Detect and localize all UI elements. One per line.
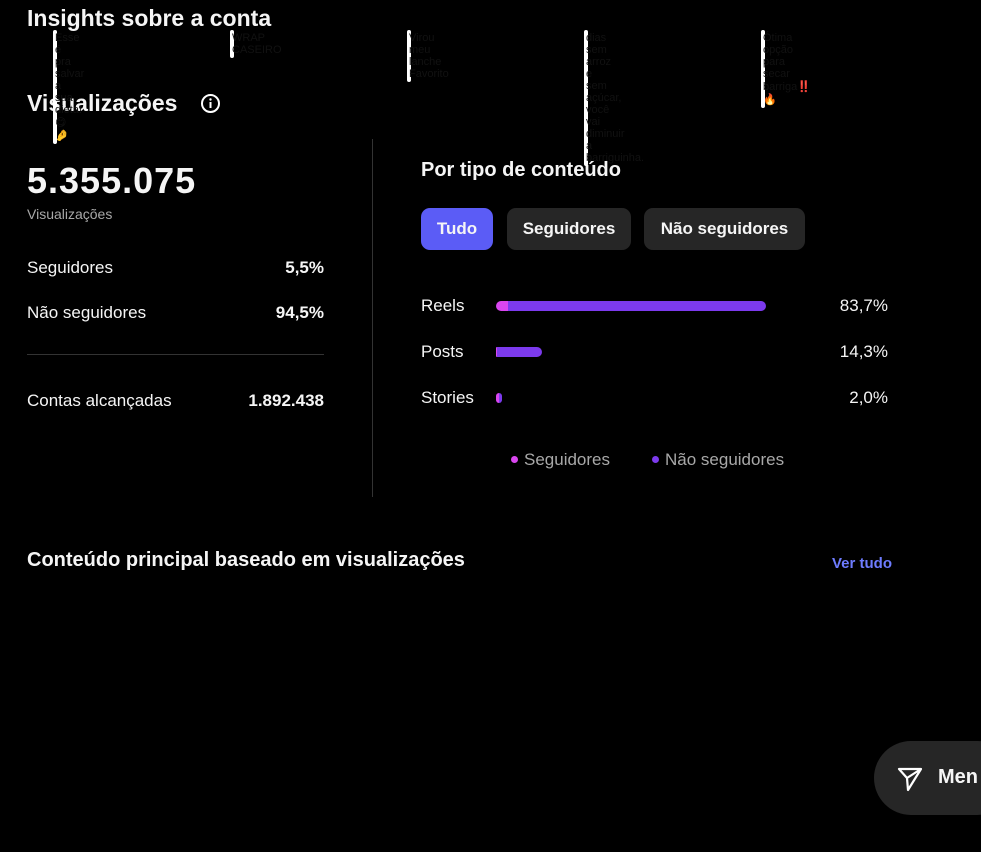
row-label: Reels bbox=[421, 296, 465, 315]
section-title: Visualizações bbox=[27, 90, 178, 116]
legend-label: Seguidores bbox=[524, 450, 611, 469]
thumbnail-caption: Ótima opção para secar barriga‼️🔥 bbox=[761, 30, 811, 108]
total-label: Visualizações bbox=[27, 206, 113, 222]
section-title: Por tipo de conteúdo bbox=[421, 159, 621, 181]
messages-button[interactable]: Men bbox=[874, 741, 981, 815]
row-value: 83,7% bbox=[839, 296, 888, 315]
bar-segment bbox=[496, 347, 497, 357]
bar-segment bbox=[496, 301, 508, 311]
reach-label: Contas alcançadas bbox=[27, 391, 172, 410]
bar-segment bbox=[496, 393, 500, 403]
row-label: Stories bbox=[421, 388, 474, 407]
row-label: Posts bbox=[421, 342, 464, 361]
section-title: Conteúdo principal baseado em visualizaç… bbox=[27, 549, 465, 571]
thumbnail-caption: Virou meu lanche Favorito bbox=[407, 30, 449, 82]
tab[interactable]: Seguidores bbox=[507, 208, 631, 250]
info-icon[interactable] bbox=[200, 93, 221, 114]
legend-dot bbox=[511, 456, 518, 463]
reach-value: 1.892.438 bbox=[248, 391, 324, 410]
legend-label: Não seguidores bbox=[665, 450, 785, 469]
send-icon bbox=[897, 767, 923, 792]
divider bbox=[27, 354, 324, 355]
row-value: 5,5% bbox=[285, 258, 324, 277]
bar-segment bbox=[507, 301, 766, 311]
row-value: 14,3% bbox=[839, 342, 888, 361]
divider bbox=[372, 139, 373, 497]
row-value: 94,5% bbox=[275, 303, 324, 322]
row-label: Não seguidores bbox=[27, 303, 147, 322]
tab[interactable]: Não seguidores bbox=[644, 208, 805, 250]
bar-segment bbox=[499, 393, 503, 403]
row-label: Seguidores bbox=[27, 258, 114, 277]
total-views: 5.355.075 bbox=[27, 160, 197, 201]
bar-segment bbox=[496, 347, 543, 357]
thumbnail-caption: WRAP CASEIRO bbox=[230, 30, 282, 58]
thumbnail-caption: dias sem arroz e sem açúcar, você vai di… bbox=[584, 30, 645, 166]
tab[interactable]: Tudo bbox=[421, 208, 493, 250]
see-all-link[interactable]: Ver tudo bbox=[832, 555, 893, 572]
row-value: 2,0% bbox=[849, 388, 888, 407]
page-title: Insights sobre a conta bbox=[27, 5, 272, 31]
button-label: Men bbox=[938, 766, 978, 788]
legend-dot bbox=[652, 456, 659, 463]
thumbnail-caption: Esse é pra salvar a sua dieta!😋🤌 bbox=[53, 30, 85, 144]
